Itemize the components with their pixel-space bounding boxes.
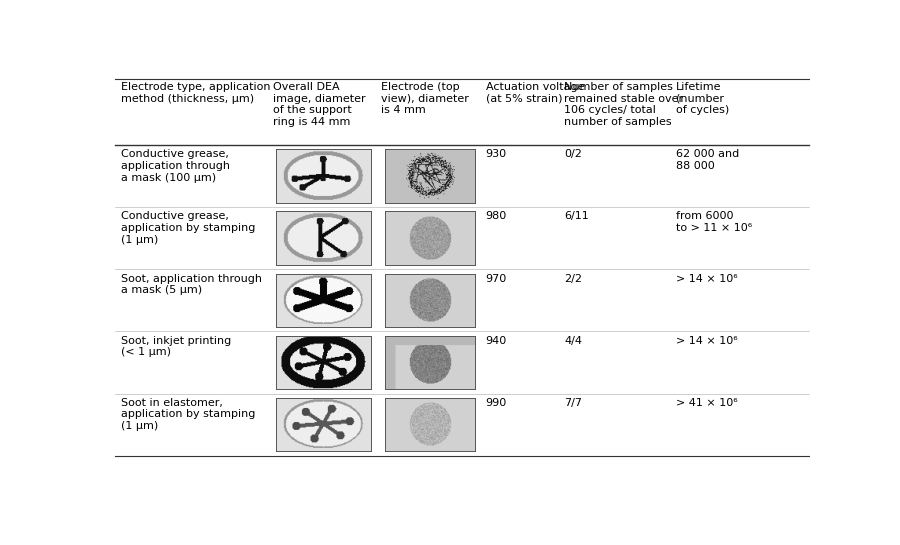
Text: Conductive grease,
application by stamping
(1 μm): Conductive grease, application by stampi…: [121, 211, 256, 245]
Text: Lifetime
(number
of cycles): Lifetime (number of cycles): [676, 82, 729, 116]
Text: 940: 940: [486, 336, 507, 346]
Text: > 41 × 10⁶: > 41 × 10⁶: [676, 398, 738, 408]
Text: Electrode (top
view), diameter
is 4 mm: Electrode (top view), diameter is 4 mm: [381, 82, 469, 116]
Text: Soot in elastomer,
application by stamping
(1 μm): Soot in elastomer, application by stampi…: [121, 398, 256, 431]
Text: > 14 × 10⁶: > 14 × 10⁶: [676, 274, 738, 283]
Text: 980: 980: [486, 211, 507, 221]
Text: 970: 970: [486, 274, 507, 283]
Text: 0/2: 0/2: [564, 149, 582, 159]
Text: Conductive grease,
application through
a mask (100 μm): Conductive grease, application through a…: [121, 149, 230, 183]
Text: 62 000 and
88 000: 62 000 and 88 000: [676, 149, 739, 171]
Text: Overall DEA
image, diameter
of the support
ring is 44 mm: Overall DEA image, diameter of the suppo…: [273, 82, 365, 127]
Text: 4/4: 4/4: [564, 336, 582, 346]
Text: from 6000
to > 11 × 10⁶: from 6000 to > 11 × 10⁶: [676, 211, 752, 233]
Text: Soot, application through
a mask (5 μm): Soot, application through a mask (5 μm): [121, 274, 262, 295]
Text: 6/11: 6/11: [564, 211, 590, 221]
Text: Actuation voltage
(at 5% strain): Actuation voltage (at 5% strain): [486, 82, 584, 104]
Text: Electrode type, application
method (thickness, μm): Electrode type, application method (thic…: [121, 82, 270, 104]
Text: Soot, inkjet printing
(< 1 μm): Soot, inkjet printing (< 1 μm): [121, 336, 231, 358]
Text: > 14 × 10⁶: > 14 × 10⁶: [676, 336, 738, 346]
Text: 930: 930: [486, 149, 507, 159]
Text: 990: 990: [486, 398, 507, 408]
Text: Number of samples
remained stable over
106 cycles/ total
number of samples: Number of samples remained stable over 1…: [564, 82, 684, 127]
Text: 2/2: 2/2: [564, 274, 582, 283]
Text: 7/7: 7/7: [564, 398, 582, 408]
